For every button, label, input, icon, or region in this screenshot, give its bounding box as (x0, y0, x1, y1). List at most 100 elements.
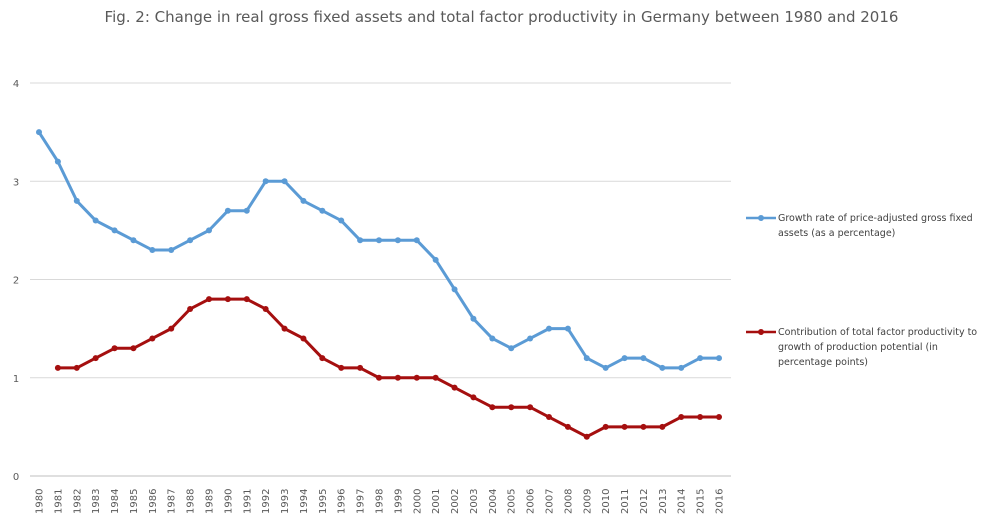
data-point (300, 197, 307, 204)
x-tick-label: 2009 (582, 489, 593, 514)
data-point (489, 404, 496, 411)
data-point (697, 355, 704, 362)
data-point (357, 364, 364, 371)
x-tick-label: 1983 (91, 489, 102, 514)
x-tick-label: 1982 (72, 489, 83, 514)
x-tick-label: 2008 (563, 489, 574, 514)
x-tick-label: 2012 (639, 489, 650, 514)
x-axis-ticks: 1980 1981 1982 1983 1984 1985 1986 1987 1988 1989… (35, 489, 726, 514)
data-point (546, 325, 552, 332)
x-tick-label: 2015 (696, 489, 707, 514)
data-point (413, 237, 420, 244)
x-tick-label: 1980 (35, 489, 46, 514)
data-point (224, 296, 231, 303)
data-point (149, 247, 156, 254)
x-tick-label: 2003 (469, 489, 480, 514)
x-tick-label: 1998 (375, 489, 386, 514)
data-point (338, 217, 345, 224)
x-tick-label: 2005 (507, 489, 518, 514)
data-point (300, 335, 307, 342)
x-tick-label: 2004 (488, 489, 499, 514)
data-point (716, 414, 722, 421)
data-point (678, 364, 685, 371)
legend-item: Contribution of total factor productivit… (746, 327, 977, 368)
y-axis-ticks: 0 1 2 3 4 (13, 79, 19, 483)
data-point (659, 364, 666, 371)
legend-label: percentage points) (778, 357, 868, 368)
data-point (432, 256, 439, 263)
data-point (527, 335, 534, 342)
legend-swatch-marker (758, 329, 764, 335)
x-tick-label: 1986 (148, 489, 159, 514)
data-point (92, 217, 99, 224)
data-point (716, 355, 722, 362)
x-tick-label: 1981 (53, 489, 64, 514)
x-tick-label: 2014 (677, 489, 688, 514)
data-point (564, 325, 571, 332)
data-point (73, 364, 80, 371)
y-tick-label: 2 (13, 276, 19, 287)
y-tick-label: 3 (13, 177, 19, 188)
data-point (432, 374, 439, 381)
x-tick-label: 2013 (658, 489, 669, 514)
legend-label: Growth rate of price-adjusted gross fixe… (778, 213, 973, 224)
x-tick-label: 2000 (412, 489, 423, 514)
data-point (319, 355, 326, 362)
data-point (262, 305, 269, 312)
data-point (640, 355, 647, 362)
data-point (262, 178, 269, 185)
data-point (602, 364, 609, 371)
data-point (602, 423, 609, 430)
data-point (640, 423, 647, 430)
x-tick-label: 2011 (620, 489, 631, 514)
data-point (508, 345, 515, 352)
data-point (470, 315, 477, 322)
data-point (470, 394, 477, 401)
series-line (56, 297, 721, 439)
data-point (111, 227, 118, 234)
data-point (583, 433, 590, 440)
data-point (338, 364, 345, 371)
x-tick-label: 2016 (715, 489, 726, 514)
data-point (319, 207, 326, 214)
data-point (621, 355, 628, 362)
series-2 (54, 296, 722, 440)
data-point (564, 423, 571, 430)
data-point (243, 296, 250, 303)
data-point (130, 345, 137, 352)
data-point (527, 404, 534, 411)
data-point (678, 414, 685, 421)
x-tick-label: 1999 (393, 489, 404, 514)
chart-title: Fig. 2: Change in real gross fixed asset… (104, 8, 899, 26)
legend-swatch-marker (758, 215, 764, 221)
data-point (130, 237, 137, 244)
data-point (659, 423, 666, 430)
data-point (73, 197, 80, 204)
data-point (111, 345, 118, 352)
data-point (149, 335, 156, 342)
y-tick-label: 0 (13, 472, 19, 483)
data-point (451, 286, 458, 293)
x-tick-label: 1992 (261, 489, 272, 514)
legend: Growth rate of price-adjusted gross fixe… (746, 213, 977, 368)
series-1 (36, 129, 722, 371)
data-point (243, 207, 250, 214)
data-point (36, 129, 42, 136)
data-point (206, 227, 212, 234)
x-tick-label: 2010 (601, 489, 612, 514)
legend-item: Growth rate of price-adjusted gross fixe… (746, 213, 973, 239)
x-tick-label: 1984 (110, 489, 121, 514)
x-tick-label: 1985 (129, 489, 140, 514)
data-point (413, 374, 420, 381)
data-point (54, 158, 61, 165)
series-line (37, 130, 721, 370)
x-tick-label: 1995 (318, 489, 329, 514)
data-point (376, 237, 382, 244)
data-point (206, 296, 212, 303)
data-point (451, 384, 458, 391)
x-tick-label: 1993 (280, 489, 291, 514)
x-tick-label: 1991 (242, 489, 253, 514)
data-point (489, 335, 496, 342)
data-point (281, 325, 288, 332)
